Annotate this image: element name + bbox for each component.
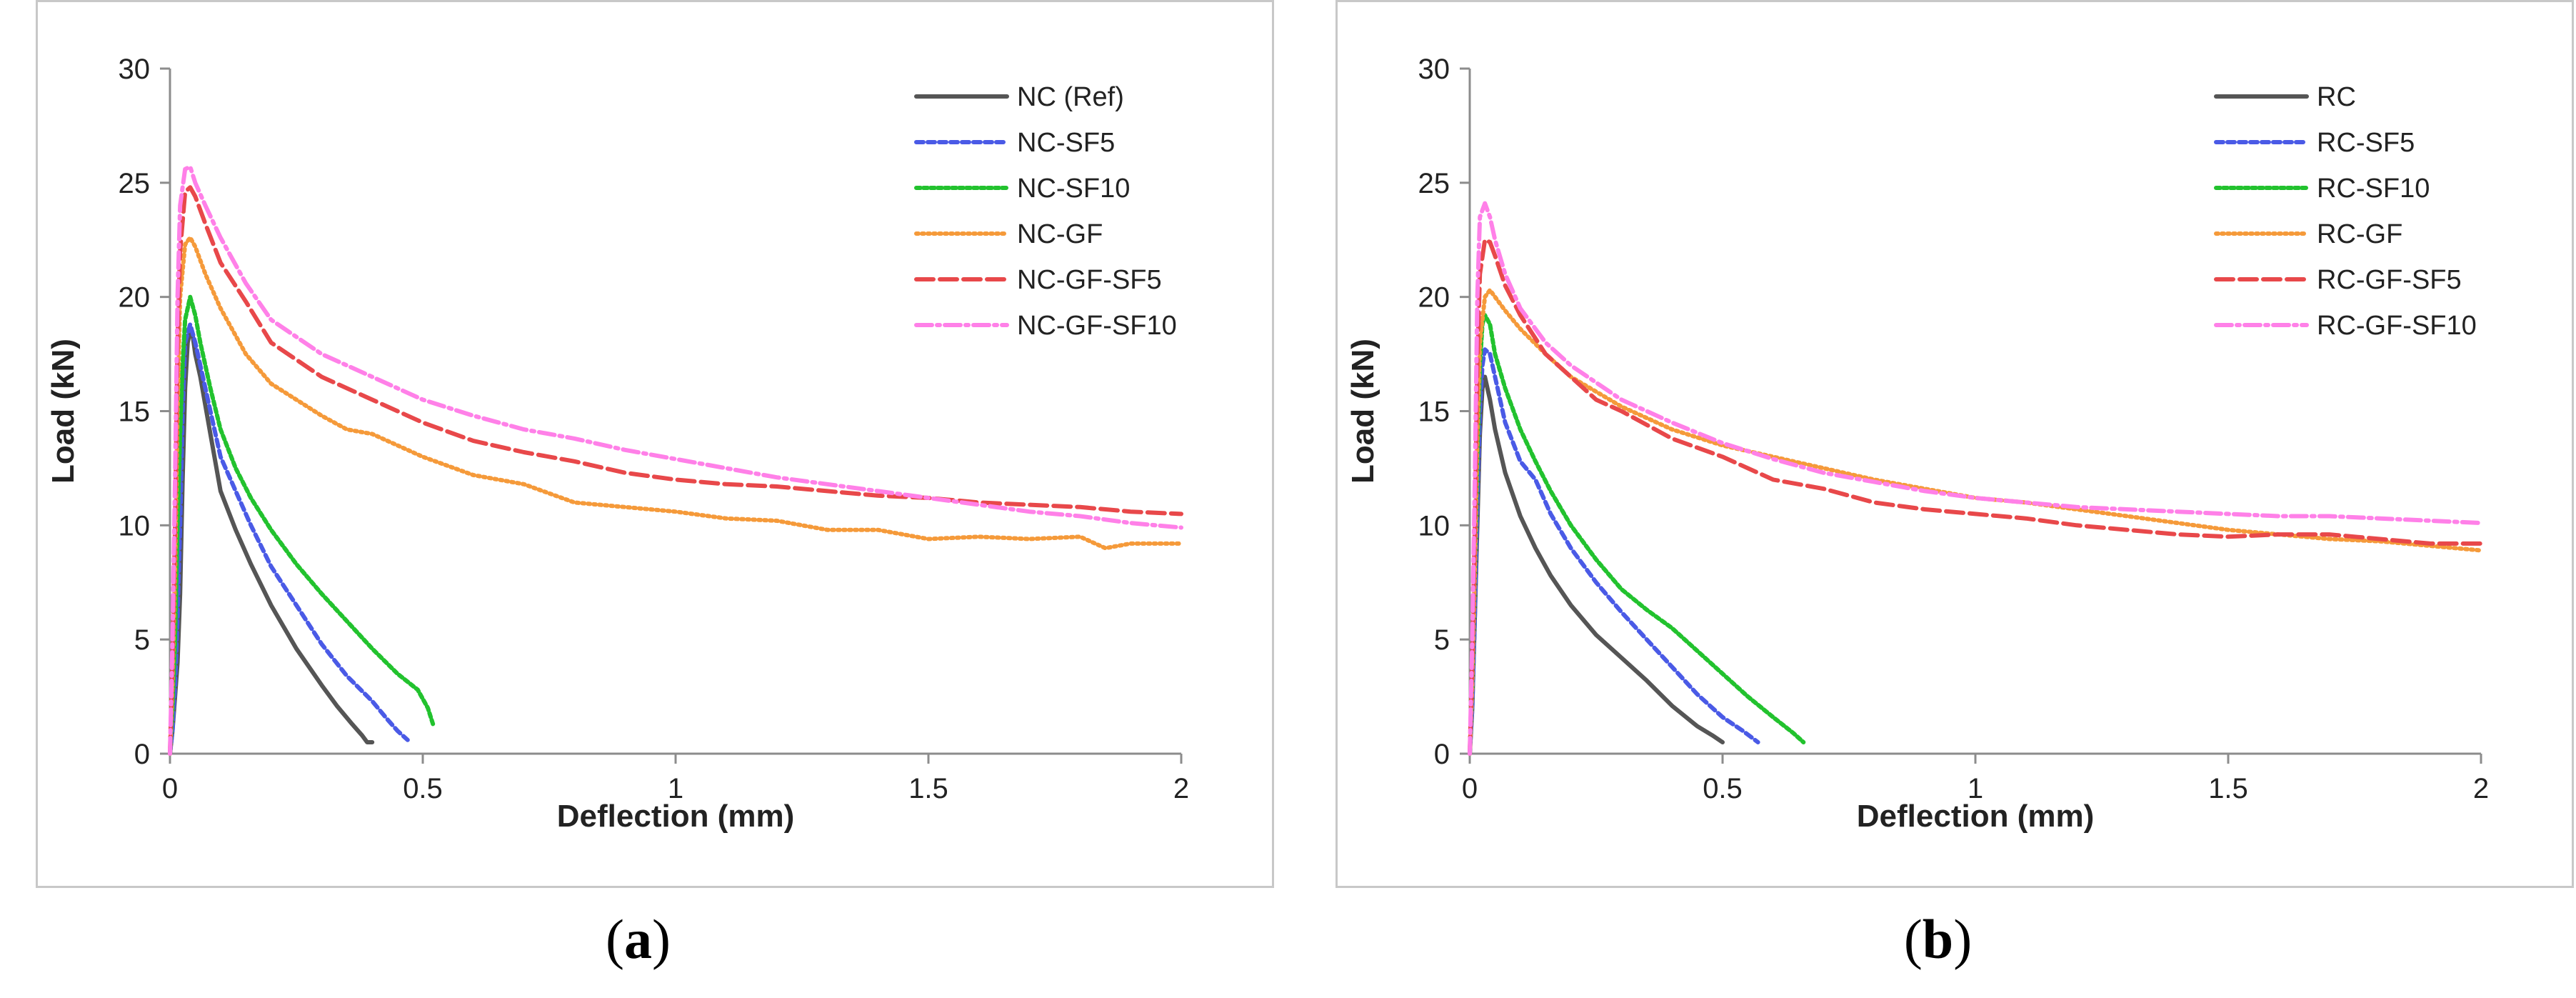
- x-tick-label: 1.5: [908, 773, 948, 804]
- y-tick-label: 0: [1434, 739, 1450, 770]
- legend-label: RC-GF-SF10: [2317, 311, 2477, 341]
- y-tick-label: 10: [119, 510, 151, 542]
- legend: NC (Ref) NC-SF5 NC-SF10 NC-GF NC-GF-SF5 NC-GF…: [914, 82, 1177, 341]
- y-tick-label: 5: [1434, 624, 1450, 656]
- panel-caption-a: (a): [0, 907, 1276, 972]
- legend-label: RC-GF-SF5: [2317, 265, 2462, 295]
- legend-label: NC-GF-SF10: [1017, 311, 1177, 341]
- legend: RC RC-SF5 RC-SF10 RC-GF RC-GF-SF5 RC-GF-SF10: [2214, 82, 2477, 341]
- legend-label: NC-GF-SF5: [1017, 265, 1162, 295]
- x-tick-label: 0: [1462, 773, 1478, 804]
- legend-label: RC-GF: [2317, 219, 2402, 249]
- x-tick-label: 1.5: [2208, 773, 2248, 804]
- x-tick-label: 0.5: [1703, 773, 1743, 804]
- y-tick-label: 15: [119, 396, 151, 428]
- legend-label: NC (Ref): [1017, 82, 1124, 112]
- caption-close-paren: ): [652, 908, 671, 970]
- legend-label: RC: [2317, 82, 2356, 112]
- y-tick-label: 0: [134, 739, 150, 770]
- legend-label: NC-GF: [1017, 219, 1103, 249]
- y-tick-label: 15: [1418, 396, 1450, 428]
- chart-frame: [1335, 0, 2574, 888]
- x-axis-label: Deflection (mm): [1857, 799, 2094, 834]
- y-tick-label: 20: [119, 282, 151, 314]
- series-line-nc-gf-sf10: [168, 164, 1183, 756]
- series-line-rc-gf-sf10: [1468, 201, 2483, 756]
- x-tick-label: 2: [1173, 773, 1189, 804]
- series-line-rc-gf: [1468, 288, 2483, 756]
- y-tick-label: 20: [1418, 282, 1450, 314]
- x-tick-label: 0.5: [403, 773, 443, 804]
- caption-open-paren: (: [1903, 908, 1923, 970]
- caption-close-paren: ): [1953, 908, 1973, 970]
- caption-letter: b: [1922, 908, 1954, 970]
- panel-caption-b: (b): [1300, 907, 2576, 972]
- y-tick-label: 30: [119, 54, 151, 85]
- series-line-nc-ref: [168, 329, 375, 756]
- series-line-nc-gf: [168, 235, 1183, 756]
- chart-frame: [36, 0, 1274, 888]
- y-tick-label: 25: [119, 168, 151, 199]
- series-line-rc-gf-sf5: [1468, 237, 2483, 756]
- load-deflection-chart-b: 0 5 10 15 20 25 30 0 0.5 1 1.5 2 Deflection (mm) Load…: [1345, 54, 2489, 834]
- chart-panel-a: 0 5 10 15 20 25 30 0 0.5 1 1.5 2 Deflection (mm) Load…: [0, 0, 1276, 998]
- load-deflection-chart-a: 0 5 10 15 20 25 30 0 0.5 1 1.5 2 Deflection (mm) Load…: [46, 54, 1189, 834]
- chart-panel-b: 0 5 10 15 20 25 30 0 0.5 1 1.5 2 Deflection (mm) Load…: [1300, 0, 2576, 998]
- x-tick-label: 1: [1968, 773, 1983, 804]
- x-tick-label: 1: [668, 773, 683, 804]
- caption-letter: a: [624, 908, 652, 970]
- y-tick-label: 5: [134, 624, 150, 656]
- x-axis-label: Deflection (mm): [557, 799, 794, 834]
- legend-label: RC-SF5: [2317, 128, 2415, 158]
- series-line-nc-sf5: [168, 322, 410, 756]
- series-line-rc-sf10: [1468, 313, 1806, 756]
- legend-label: NC-SF10: [1017, 174, 1130, 204]
- legend-label: RC-SF10: [2317, 174, 2430, 204]
- y-tick-label: 30: [1418, 54, 1450, 85]
- caption-open-paren: (: [606, 908, 624, 970]
- x-tick-label: 2: [2473, 773, 2489, 804]
- series-line-nc-sf10: [168, 294, 436, 756]
- x-tick-label: 0: [162, 773, 178, 804]
- y-tick-label: 25: [1418, 168, 1450, 199]
- y-axis-label: Load (kN): [1345, 339, 1380, 484]
- y-axis-label: Load (kN): [46, 339, 81, 484]
- y-tick-label: 10: [1418, 510, 1450, 542]
- legend-label: NC-SF5: [1017, 128, 1115, 158]
